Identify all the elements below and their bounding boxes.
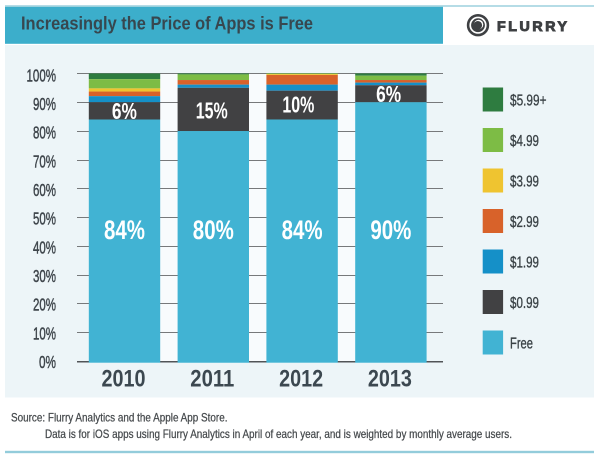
svg-text:6%: 6%	[112, 98, 137, 124]
svg-text:Free: Free	[510, 335, 533, 352]
svg-text:90%: 90%	[370, 215, 411, 245]
svg-text:15%: 15%	[196, 97, 228, 123]
svg-text:2010: 2010	[102, 365, 146, 392]
svg-text:2011: 2011	[190, 365, 234, 392]
svg-text:50%: 50%	[33, 209, 56, 229]
svg-text:$2.99: $2.99	[510, 214, 539, 231]
svg-text:0%: 0%	[39, 352, 56, 372]
svg-text:60%: 60%	[33, 180, 56, 200]
svg-text:80%: 80%	[33, 123, 56, 143]
svg-text:Source: Flurry Analytics and t: Source: Flurry Analytics and the Apple A…	[11, 410, 228, 424]
svg-text:84%: 84%	[104, 215, 145, 245]
svg-text:30%: 30%	[33, 266, 56, 286]
svg-text:$1.99: $1.99	[510, 254, 539, 271]
svg-text:Increasingly the Price of Apps: Increasingly the Price of Apps is Free	[21, 12, 313, 33]
svg-text:2013: 2013	[368, 365, 412, 392]
svg-text:84%: 84%	[282, 215, 323, 245]
svg-text:90%: 90%	[33, 94, 56, 114]
svg-text:70%: 70%	[33, 151, 56, 171]
svg-text:FLURRY: FLURRY	[497, 19, 568, 35]
svg-text:100%: 100%	[27, 65, 57, 85]
svg-text:2012: 2012	[279, 365, 323, 392]
svg-text:$0.99: $0.99	[510, 295, 539, 312]
svg-text:20%: 20%	[33, 295, 56, 315]
svg-text:6%: 6%	[376, 81, 401, 107]
svg-text:$4.99: $4.99	[510, 133, 539, 150]
svg-text:10%: 10%	[282, 91, 314, 117]
svg-text:80%: 80%	[193, 215, 234, 245]
svg-text:10%: 10%	[33, 323, 56, 343]
svg-text:Data is for iOS apps using Flu: Data is for iOS apps using Flurry Analyt…	[45, 427, 512, 441]
svg-text:$3.99: $3.99	[510, 173, 539, 190]
svg-text:40%: 40%	[33, 237, 56, 257]
svg-text:$5.99+: $5.99+	[510, 92, 547, 109]
